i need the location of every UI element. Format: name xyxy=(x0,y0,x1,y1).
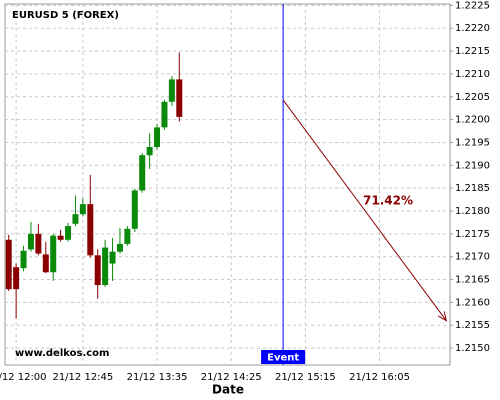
candle-body xyxy=(65,226,72,240)
y-tick-label: 1.2205 xyxy=(455,92,490,103)
y-tick-label: 1.2210 xyxy=(455,69,490,80)
plot-area xyxy=(4,3,451,366)
y-tick-label: 1.2190 xyxy=(455,160,490,171)
candle-body xyxy=(139,155,146,191)
candle-body xyxy=(146,147,153,156)
x-tick-label: 21/12 12:00 xyxy=(0,372,47,383)
forecast-label: 71.42% xyxy=(363,194,413,208)
candle-body xyxy=(94,255,101,286)
y-tick-label: 1.2160 xyxy=(455,297,490,308)
candle-body xyxy=(5,239,12,290)
y-tick-label: 1.2200 xyxy=(455,115,490,126)
y-tick-label: 1.2165 xyxy=(455,275,490,286)
candle-body xyxy=(57,235,64,240)
candle-body xyxy=(168,79,175,102)
y-tick-label: 1.2180 xyxy=(455,206,490,217)
candle-body xyxy=(79,204,86,215)
candle-body xyxy=(116,243,123,252)
y-tick-label: 1.2225 xyxy=(455,0,490,11)
y-tick-label: 1.2175 xyxy=(455,229,490,240)
y-tick-label: 1.2155 xyxy=(455,320,490,331)
candle-body xyxy=(124,228,131,244)
candle-body xyxy=(161,101,168,128)
candle-body xyxy=(50,235,57,273)
watermark: www.delkos.com xyxy=(15,348,109,359)
candle-body xyxy=(154,127,161,148)
x-tick-label: 21/12 15:15 xyxy=(275,372,336,383)
x-tick-label: 21/12 14:25 xyxy=(201,372,262,383)
candle-body xyxy=(131,190,138,229)
forecast-arrow xyxy=(282,99,446,321)
candle-body xyxy=(102,247,109,286)
y-tick-label: 1.2195 xyxy=(455,137,490,148)
event-label: Event xyxy=(267,353,299,364)
event-label-box xyxy=(261,350,306,364)
candle-body xyxy=(87,204,94,256)
candle-body xyxy=(109,251,116,264)
y-tick-label: 1.2215 xyxy=(455,46,490,57)
candle-body xyxy=(72,214,79,224)
x-tick-label: 21/12 13:35 xyxy=(127,372,188,383)
y-tick-label: 1.2170 xyxy=(455,252,490,263)
candle-body xyxy=(13,267,20,290)
candle-body xyxy=(176,79,183,117)
candle-body xyxy=(20,250,27,269)
candle-body xyxy=(27,233,34,250)
y-tick-label: 1.2185 xyxy=(455,183,490,194)
chart-title: EURUSD 5 (FOREX) xyxy=(12,10,119,21)
y-tick-label: 1.2150 xyxy=(455,343,490,354)
x-axis-label: Date xyxy=(212,383,244,397)
x-tick-label: 21/12 16:05 xyxy=(349,372,410,383)
candle-body xyxy=(35,233,42,254)
candle-body xyxy=(42,254,49,273)
y-tick-label: 1.2220 xyxy=(455,23,490,34)
x-tick-label: 21/12 12:45 xyxy=(52,372,113,383)
